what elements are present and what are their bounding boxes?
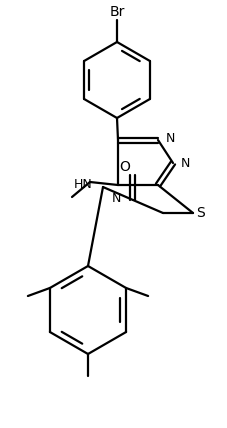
Text: Br: Br [109,5,124,19]
Text: N: N [111,192,120,205]
Text: HN: HN [74,178,93,191]
Text: N: N [165,131,175,145]
Text: S: S [196,206,205,220]
Text: N: N [180,157,190,169]
Text: O: O [119,160,130,174]
